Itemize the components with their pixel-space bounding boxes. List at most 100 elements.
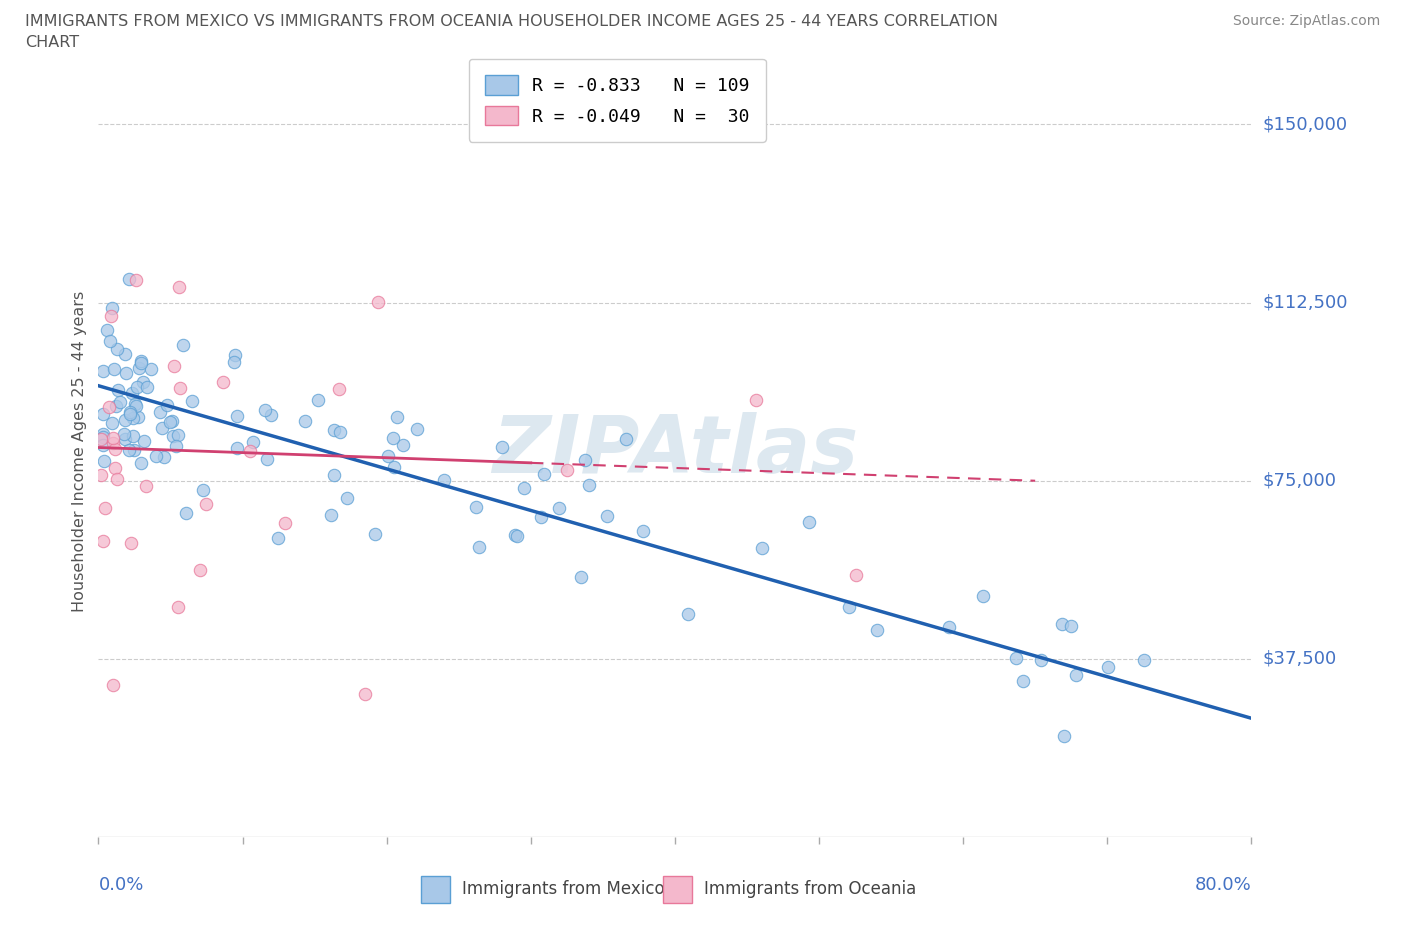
Point <box>169 279 191 294</box>
Text: Immigrants from Mexico: Immigrants from Mexico <box>461 881 664 898</box>
Text: Source: ZipAtlas.com: Source: ZipAtlas.com <box>1233 14 1381 28</box>
Point <box>105 341 128 356</box>
Point <box>91 430 114 445</box>
Point <box>101 416 124 431</box>
Point <box>354 687 377 702</box>
Point <box>387 409 409 424</box>
Point <box>322 422 344 437</box>
Point <box>224 354 246 369</box>
Point <box>751 541 773 556</box>
Point <box>118 272 141 286</box>
Point <box>97 400 120 415</box>
Point <box>136 379 159 394</box>
Point <box>174 506 197 521</box>
Point <box>676 606 699 621</box>
Text: ZIPAtlas: ZIPAtlas <box>492 412 858 490</box>
Point <box>329 424 352 439</box>
Point <box>156 398 179 413</box>
Point <box>115 365 138 380</box>
Point <box>134 433 156 448</box>
Point <box>114 412 136 427</box>
Point <box>1064 668 1087 683</box>
Point <box>135 479 157 494</box>
Point <box>571 569 593 584</box>
Point <box>105 398 128 413</box>
Point <box>548 500 571 515</box>
Point <box>224 348 246 363</box>
Point <box>195 497 218 512</box>
Point <box>364 526 387 541</box>
Point <box>381 431 404 445</box>
Point <box>96 323 118 338</box>
Point <box>181 393 204 408</box>
Point <box>614 432 637 446</box>
Point <box>596 509 619 524</box>
Point <box>93 501 115 516</box>
Point <box>101 678 124 693</box>
Point <box>91 427 114 442</box>
Point <box>162 429 184 444</box>
Point <box>112 427 135 442</box>
Point <box>122 442 145 457</box>
Point <box>578 478 600 493</box>
Point <box>1005 651 1028 666</box>
Point <box>120 536 142 551</box>
Point <box>253 403 276 418</box>
Point <box>503 527 526 542</box>
Point <box>188 563 211 578</box>
Point <box>165 438 187 453</box>
Point <box>256 452 278 467</box>
Point <box>120 405 142 419</box>
Point <box>141 361 163 376</box>
Point <box>124 272 146 287</box>
Point <box>382 459 405 474</box>
Point <box>100 308 122 323</box>
Point <box>505 528 527 543</box>
Text: 0.0%: 0.0% <box>98 876 143 894</box>
Point <box>101 431 124 445</box>
FancyBboxPatch shape <box>422 876 450 903</box>
Point <box>631 524 654 538</box>
Point <box>433 472 456 487</box>
Point <box>114 346 136 361</box>
Text: $112,500: $112,500 <box>1263 294 1348 312</box>
Point <box>128 360 150 375</box>
Text: CHART: CHART <box>25 35 79 50</box>
Text: $37,500: $37,500 <box>1263 650 1337 668</box>
Point <box>103 435 125 450</box>
Point <box>127 379 149 394</box>
Point <box>307 392 329 407</box>
Point <box>242 434 264 449</box>
Point <box>129 353 152 368</box>
Point <box>150 421 173 436</box>
Y-axis label: Householder Income Ages 25 - 44 years: Householder Income Ages 25 - 44 years <box>72 290 87 612</box>
Point <box>468 540 491 555</box>
Point <box>465 499 488 514</box>
Point <box>1133 653 1156 668</box>
Point <box>120 406 142 421</box>
Point <box>127 410 149 425</box>
Point <box>167 428 190 443</box>
Text: IMMIGRANTS FROM MEXICO VS IMMIGRANTS FROM OCEANIA HOUSEHOLDER INCOME AGES 25 - 4: IMMIGRANTS FROM MEXICO VS IMMIGRANTS FRO… <box>25 14 998 29</box>
Point <box>322 467 344 482</box>
Point <box>114 432 136 446</box>
Point <box>91 534 114 549</box>
Point <box>797 514 820 529</box>
Text: Immigrants from Oceania: Immigrants from Oceania <box>704 881 915 898</box>
Point <box>104 461 127 476</box>
Point <box>91 406 114 421</box>
Point <box>938 619 960 634</box>
Point <box>239 444 262 458</box>
Point <box>166 599 188 614</box>
Point <box>212 375 235 390</box>
Point <box>98 333 121 348</box>
Point <box>274 515 297 530</box>
Point <box>93 454 115 469</box>
Point <box>225 409 247 424</box>
Point <box>574 453 596 468</box>
Point <box>336 491 359 506</box>
Point <box>1097 659 1119 674</box>
Point <box>530 510 553 525</box>
Point <box>260 407 283 422</box>
Point <box>125 398 148 413</box>
